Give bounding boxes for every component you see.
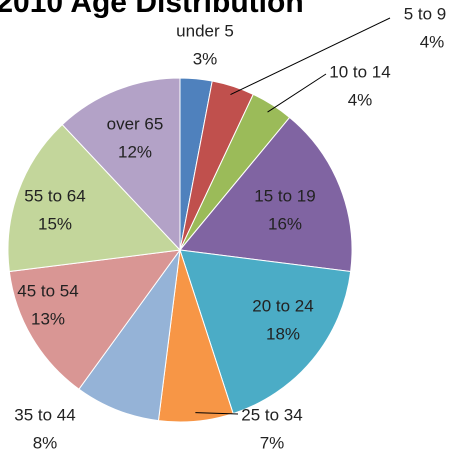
slice-label: 15 to 19: [254, 186, 315, 205]
pie-slice: [7, 123, 182, 273]
chart-title: 2010 Age Distribution: [0, 0, 304, 19]
value-label: 7%: [260, 433, 285, 452]
value-label: 15%: [38, 214, 72, 233]
value-label: 4%: [348, 90, 373, 109]
slice-label: 35 to 44: [14, 405, 75, 424]
value-label: 4%: [420, 32, 445, 51]
value-label: 3%: [193, 49, 218, 68]
slice-label: 5 to 9: [404, 4, 447, 23]
pie-slice: [179, 249, 352, 415]
leader-line: [195, 412, 239, 415]
value-label: 8%: [33, 433, 58, 452]
slice-label: over 65: [107, 114, 164, 133]
value-label: 16%: [268, 214, 302, 233]
leader-line: [267, 73, 327, 113]
value-label: 12%: [118, 142, 152, 161]
slice-label: 20 to 24: [252, 296, 313, 315]
value-label: 13%: [31, 309, 65, 328]
slice-label: 45 to 54: [17, 281, 78, 300]
leader-line: [230, 17, 391, 96]
slice-label: under 5: [176, 21, 234, 40]
slice-label: 25 to 34: [241, 405, 302, 424]
value-label: 18%: [266, 324, 300, 343]
slice-label: 55 to 64: [24, 186, 85, 205]
slice-label: 10 to 14: [329, 62, 390, 81]
pie-slice: [179, 116, 353, 273]
pie-slice: [8, 249, 182, 390]
pie-slice: [61, 77, 181, 252]
